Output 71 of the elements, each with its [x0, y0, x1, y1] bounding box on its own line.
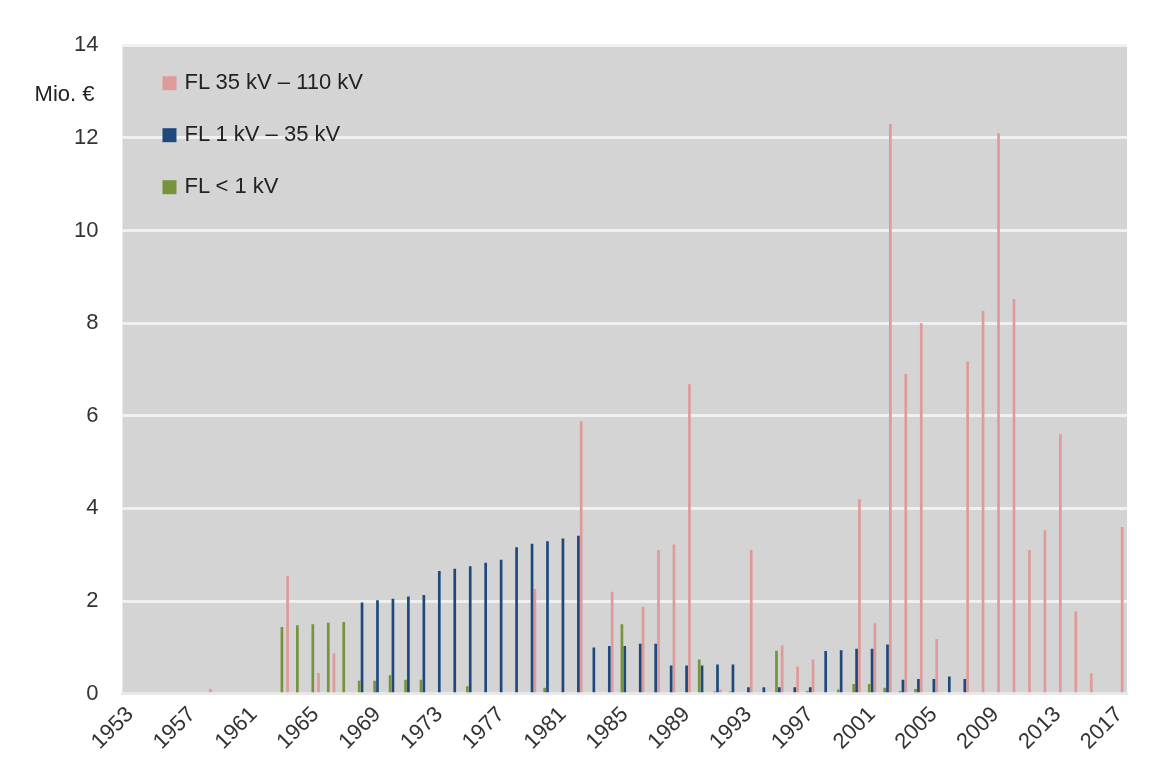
bar: [1059, 434, 1062, 693]
bar: [775, 650, 778, 693]
y-tick-label: 0: [86, 679, 99, 705]
bar: [855, 648, 858, 693]
bar: [638, 643, 642, 693]
bar: [657, 550, 660, 693]
bar: [935, 639, 939, 693]
legend-label: FL 35 kV – 110 kV: [184, 69, 364, 95]
bar: [917, 678, 920, 693]
bar: [947, 676, 951, 693]
y-tick-label: 4: [86, 494, 99, 520]
y-tick-label: 2: [86, 587, 99, 613]
bar: [796, 666, 799, 693]
bar: [886, 644, 889, 693]
bar: [342, 621, 346, 693]
legend-label: FL 1 kV – 35 kV: [184, 121, 341, 147]
bar: [685, 665, 688, 693]
bar: [867, 684, 871, 693]
legend-label: FL < 1 kV: [184, 173, 279, 199]
bar: [286, 576, 289, 693]
bar: [747, 687, 750, 693]
bar: [466, 686, 469, 693]
bar: [716, 664, 719, 693]
y-tick-label: 8: [86, 309, 99, 335]
bar: [577, 535, 580, 693]
bar: [654, 643, 658, 693]
bar: [208, 689, 212, 693]
bar: [1074, 611, 1078, 693]
bar: [919, 323, 923, 693]
bar: [883, 687, 887, 693]
bar: [793, 687, 797, 693]
bar: [484, 562, 488, 693]
bar: [1028, 550, 1031, 693]
bar: [404, 679, 407, 693]
bar: [376, 600, 379, 693]
bar: [824, 651, 828, 693]
bar: [373, 680, 376, 693]
bar: [453, 568, 457, 693]
bar: [546, 541, 549, 693]
bar: [997, 133, 1000, 693]
bar: [858, 499, 861, 693]
bar: [688, 384, 691, 693]
bar: [1089, 673, 1093, 693]
bar: [966, 361, 969, 693]
y-axis-title: Mio. €: [34, 81, 95, 107]
bar: [623, 646, 627, 693]
bar: [326, 622, 330, 693]
bar: [317, 672, 320, 693]
bar: [543, 687, 546, 693]
bar: [311, 624, 315, 693]
bar: [437, 570, 441, 693]
bar: [515, 547, 518, 693]
bar: [888, 123, 892, 693]
bar: [407, 596, 410, 693]
bar: [579, 421, 583, 693]
y-tick-label: 10: [73, 216, 99, 242]
bar: [607, 646, 611, 693]
y-tick-label: 14: [73, 31, 99, 57]
bar: [357, 680, 361, 693]
bar: [1120, 526, 1124, 693]
bar: [914, 689, 917, 693]
y-tick-label: 12: [73, 123, 99, 149]
bar: [468, 566, 472, 693]
bar: [777, 687, 781, 693]
bar: [749, 550, 753, 693]
bar: [296, 625, 299, 693]
bar: [697, 659, 701, 693]
bar: [852, 684, 856, 693]
bar: [963, 678, 967, 693]
bar: [904, 374, 908, 693]
y-tick-label: 6: [86, 401, 99, 427]
